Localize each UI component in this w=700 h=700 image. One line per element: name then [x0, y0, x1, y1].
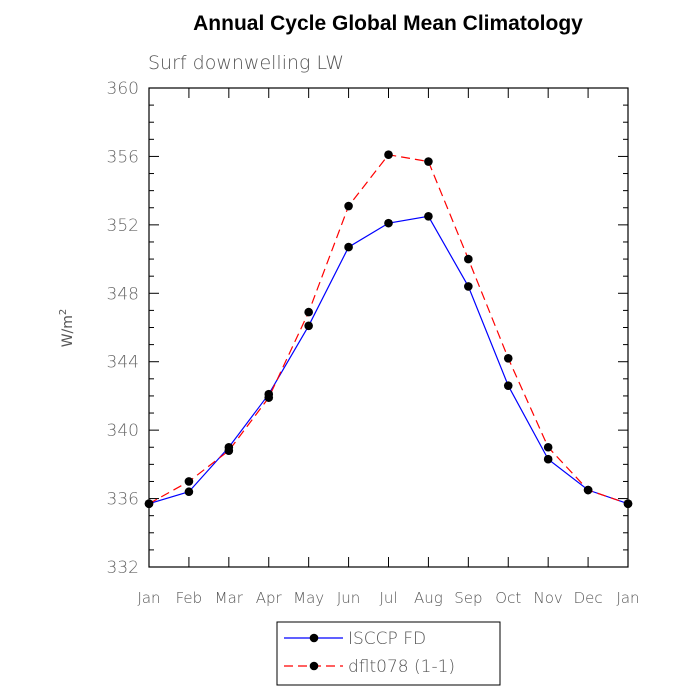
chart-subtitle: Surf downwelling LW [148, 52, 344, 74]
data-point [424, 157, 433, 166]
series-line [148, 154, 629, 505]
data-point [344, 201, 353, 211]
y-tick-label: 352 [107, 216, 139, 236]
x-tick-label: Apr [256, 589, 283, 607]
data-point [144, 499, 154, 509]
x-tick-label: Jun [337, 589, 360, 607]
legend-marker [309, 661, 319, 671]
data-point [304, 307, 313, 317]
x-tick-label: Jan [137, 589, 160, 607]
data-point [503, 353, 513, 363]
x-tick-label: May [293, 589, 324, 607]
x-tick-label: Jul [379, 589, 397, 607]
y-tick-label: 340 [107, 421, 139, 441]
legend-label: ISCCP FD [348, 629, 426, 649]
y-tick-label: 348 [107, 284, 139, 304]
y-axis-label-superscript: 2 [58, 309, 69, 315]
x-tick-label: Sep [454, 589, 482, 607]
y-tick-label: 336 [107, 490, 139, 510]
data-point [184, 477, 194, 486]
data-point [503, 381, 513, 390]
x-tick-label: Feb [176, 589, 203, 607]
legend: ISCCP FD dflt078 (1-1) [276, 621, 501, 686]
series-line [148, 215, 629, 505]
x-tick-label: Aug [414, 589, 443, 607]
series-layer [144, 150, 633, 509]
x-tick-label: Mar [215, 589, 244, 607]
data-point [543, 442, 553, 452]
data-point [184, 487, 194, 497]
y-axis: 332 336 340 344 348 352 356 360 [107, 79, 628, 578]
legend-box [276, 621, 501, 686]
y-tick-label: 356 [107, 147, 139, 167]
data-point [304, 321, 313, 331]
y-tick-label: 332 [107, 558, 139, 578]
x-tick-label: Dec [574, 589, 603, 607]
x-tick-label: Oct [495, 589, 521, 607]
data-point [384, 218, 393, 228]
y-axis-label: W/m2 [58, 309, 76, 348]
x-tick-label: Nov [534, 589, 563, 607]
y-tick-label: 360 [107, 79, 139, 99]
x-tick-label: Jan [616, 589, 639, 607]
x-axis: Jan Feb Mar Apr May Jun Jul Aug Sep Oct Nov Dec Jan [137, 88, 640, 607]
data-point [384, 150, 393, 160]
data-point [344, 242, 353, 252]
data-point [623, 499, 633, 509]
legend-label: dflt078 (1-1) [348, 657, 455, 677]
y-tick-label: 344 [107, 353, 139, 373]
data-point [583, 485, 593, 495]
plot-frame [148, 87, 629, 568]
y-axis-label-main: W/m [60, 315, 76, 347]
data-point [464, 282, 473, 291]
data-point [224, 446, 234, 455]
data-point [543, 454, 553, 464]
legend-marker [309, 633, 319, 643]
data-point [464, 254, 473, 264]
data-point [264, 393, 274, 402]
chart-title: Annual Cycle Global Mean Climatology [193, 12, 583, 35]
data-point [424, 212, 433, 221]
